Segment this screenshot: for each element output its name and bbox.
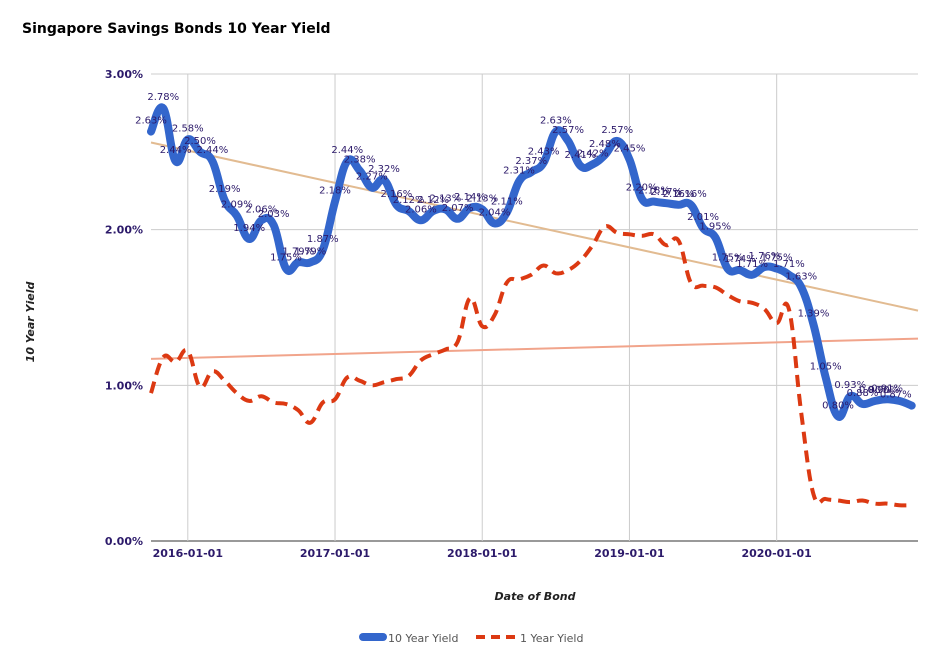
- data-label: 1.79%: [282, 246, 314, 257]
- legend-item-10-year[interactable]: 10 Year Yield: [359, 632, 458, 645]
- x-tick-labels: 2016-01-01 2017-01-01 2018-01-01 2019-01-01…: [153, 547, 812, 560]
- data-label: 2.37%: [515, 156, 547, 167]
- data-labels: 2.63%2.78%2.44%2.58%2.50%2.44%2.19%2.09%…: [135, 92, 912, 411]
- data-label: 2.63%: [540, 116, 572, 127]
- data-label: 2.57%: [552, 125, 584, 136]
- data-label: 2.58%: [172, 123, 204, 134]
- y-tick-label: 0.00%: [105, 535, 143, 548]
- legend-label-10-year: 10 Year Yield: [388, 632, 458, 645]
- data-label: 2.12%: [417, 195, 449, 206]
- grid-lines: [151, 73, 918, 542]
- data-label: 2.12%: [393, 195, 425, 206]
- x-tick-label: 2018-01-01: [447, 547, 517, 560]
- y-axis-title: 10 Year Yield: [24, 282, 37, 363]
- data-label: 2.16%: [381, 189, 413, 200]
- trendlines: [150, 141, 919, 360]
- data-label: 0.90%: [868, 385, 900, 396]
- data-label: 1.79%: [295, 246, 327, 257]
- series-lines: [147, 103, 916, 508]
- y-tick-label: 1.00%: [105, 379, 143, 392]
- data-label: 2.48%: [589, 139, 621, 150]
- data-label: 2.16%: [675, 189, 707, 200]
- x-axis-title: Date of Bond: [495, 590, 576, 603]
- y-tick-label: 3.00%: [105, 68, 143, 81]
- data-label: 2.31%: [503, 165, 535, 176]
- trendline-10-year: [150, 141, 919, 312]
- data-label: 1.75%: [712, 253, 744, 264]
- data-label: 2.42%: [577, 148, 609, 159]
- data-label: 1.63%: [785, 271, 817, 282]
- x-tick-label: 2019-01-01: [594, 547, 664, 560]
- data-label: 1.76%: [749, 251, 781, 262]
- data-label: 2.07%: [442, 203, 474, 214]
- data-label: 2.41%: [565, 150, 597, 161]
- y-tick-labels: 0.00% 1.00% 2.00% 3.00%: [105, 68, 143, 548]
- data-label: 2.13%: [466, 193, 498, 204]
- x-tick-label: 2017-01-01: [300, 547, 370, 560]
- data-label: 2.57%: [601, 125, 633, 136]
- series-line-1-year: [149, 224, 912, 508]
- data-label: 2.50%: [184, 136, 216, 147]
- data-label: 2.06%: [405, 204, 437, 215]
- data-label: 2.18%: [638, 186, 670, 197]
- x-tick-label: 2020-01-01: [741, 547, 811, 560]
- trendline-1-year: [150, 337, 919, 360]
- data-label: 2.63%: [135, 116, 167, 127]
- data-label: 2.19%: [209, 184, 241, 195]
- data-label: 1.74%: [724, 254, 756, 265]
- data-label: 2.16%: [663, 189, 695, 200]
- data-label: 0.93%: [834, 380, 866, 391]
- data-label: 1.39%: [798, 309, 830, 320]
- data-label: 2.04%: [479, 207, 511, 218]
- legend-item-1-year[interactable]: 1 Year Yield: [476, 632, 583, 645]
- data-label: 2.14%: [454, 192, 486, 203]
- data-label: 2.38%: [344, 155, 376, 166]
- data-label: 1.87%: [307, 234, 339, 245]
- data-label: 2.13%: [430, 193, 462, 204]
- data-label: 2.44%: [160, 145, 192, 156]
- data-label: 0.91%: [871, 383, 903, 394]
- data-label: 1.75%: [270, 253, 302, 264]
- data-label: 2.20%: [626, 183, 658, 194]
- legend: 10 Year Yield 1 Year Yield: [359, 632, 583, 645]
- x-tick-label: 2016-01-01: [153, 547, 223, 560]
- data-label: 1.95%: [699, 221, 731, 232]
- data-label: 2.17%: [650, 187, 682, 198]
- data-label: 1.71%: [773, 259, 805, 270]
- data-label: 0.88%: [847, 388, 879, 399]
- data-label: 2.43%: [528, 147, 560, 158]
- data-label: 2.01%: [687, 212, 719, 223]
- data-label: 2.44%: [196, 145, 228, 156]
- data-label: 2.03%: [258, 209, 290, 220]
- data-label: 0.87%: [880, 390, 912, 401]
- data-label: 2.32%: [368, 164, 400, 175]
- data-label: 2.27%: [356, 172, 388, 183]
- data-label: 1.05%: [810, 362, 842, 373]
- data-label: 2.11%: [491, 197, 523, 208]
- data-label: 2.06%: [246, 204, 278, 215]
- chart-title: Singapore Savings Bonds 10 Year Yield: [22, 21, 331, 37]
- data-label: 1.75%: [761, 253, 793, 264]
- data-label: 2.09%: [221, 200, 253, 211]
- data-label: 2.45%: [614, 144, 646, 155]
- data-label: 2.44%: [331, 145, 363, 156]
- data-label: 0.80%: [822, 400, 854, 411]
- data-label: 1.94%: [233, 223, 265, 234]
- data-label: 1.71%: [736, 259, 768, 270]
- series-line-10-year: [147, 103, 916, 421]
- y-tick-label: 2.00%: [105, 224, 143, 237]
- data-label: 0.90%: [859, 385, 891, 396]
- legend-label-1-year: 1 Year Yield: [520, 632, 583, 645]
- data-label: 2.78%: [147, 92, 179, 103]
- data-label: 2.18%: [319, 186, 351, 197]
